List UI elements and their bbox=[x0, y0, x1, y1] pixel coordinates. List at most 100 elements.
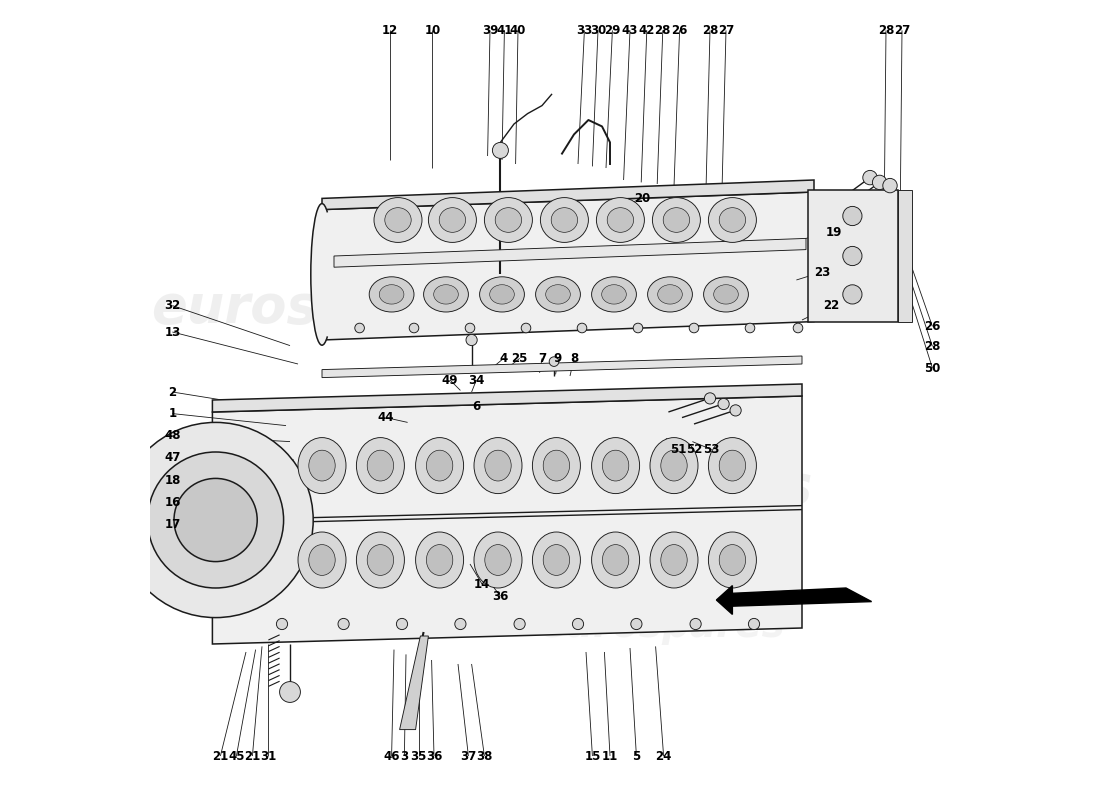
Circle shape bbox=[338, 618, 349, 630]
Circle shape bbox=[466, 334, 477, 346]
Text: 19: 19 bbox=[826, 226, 843, 238]
Text: 18: 18 bbox=[164, 474, 180, 486]
Text: 5: 5 bbox=[632, 750, 640, 762]
Text: 52: 52 bbox=[685, 443, 702, 456]
Text: 1: 1 bbox=[168, 407, 176, 420]
Ellipse shape bbox=[367, 545, 394, 575]
Ellipse shape bbox=[385, 208, 411, 232]
Ellipse shape bbox=[592, 438, 639, 494]
Ellipse shape bbox=[309, 450, 336, 481]
Text: 36: 36 bbox=[492, 590, 508, 602]
Circle shape bbox=[718, 398, 729, 410]
Text: 6: 6 bbox=[472, 400, 481, 413]
Text: 32: 32 bbox=[164, 299, 180, 312]
Text: 50: 50 bbox=[924, 362, 940, 374]
Text: 3: 3 bbox=[400, 750, 408, 762]
Ellipse shape bbox=[543, 450, 570, 481]
Circle shape bbox=[745, 323, 755, 333]
Circle shape bbox=[493, 142, 508, 158]
Circle shape bbox=[843, 206, 862, 226]
Circle shape bbox=[578, 323, 586, 333]
Ellipse shape bbox=[484, 198, 532, 242]
Ellipse shape bbox=[367, 450, 394, 481]
Text: 35: 35 bbox=[410, 750, 427, 762]
Text: 21: 21 bbox=[244, 750, 261, 762]
Ellipse shape bbox=[474, 532, 522, 588]
Ellipse shape bbox=[714, 285, 738, 304]
Text: 23: 23 bbox=[814, 266, 830, 278]
Text: 10: 10 bbox=[425, 24, 440, 37]
Circle shape bbox=[396, 618, 408, 630]
Ellipse shape bbox=[370, 277, 414, 312]
Circle shape bbox=[147, 452, 284, 588]
Ellipse shape bbox=[607, 208, 634, 232]
Polygon shape bbox=[322, 192, 814, 340]
Ellipse shape bbox=[439, 208, 465, 232]
Circle shape bbox=[549, 357, 559, 366]
Ellipse shape bbox=[433, 285, 459, 304]
Ellipse shape bbox=[603, 545, 629, 575]
Text: 31: 31 bbox=[261, 750, 276, 762]
Ellipse shape bbox=[648, 277, 692, 312]
Circle shape bbox=[704, 393, 716, 404]
Ellipse shape bbox=[661, 545, 688, 575]
Circle shape bbox=[630, 618, 642, 630]
Polygon shape bbox=[898, 190, 912, 322]
Ellipse shape bbox=[540, 198, 589, 242]
Polygon shape bbox=[716, 586, 733, 614]
Text: 11: 11 bbox=[602, 750, 618, 762]
Circle shape bbox=[355, 323, 364, 333]
Circle shape bbox=[514, 618, 525, 630]
Circle shape bbox=[465, 323, 475, 333]
Text: 8: 8 bbox=[570, 352, 579, 365]
Circle shape bbox=[276, 618, 287, 630]
Text: 38: 38 bbox=[476, 750, 493, 762]
Text: 44: 44 bbox=[377, 411, 394, 424]
Circle shape bbox=[872, 175, 887, 190]
Ellipse shape bbox=[603, 450, 629, 481]
Polygon shape bbox=[399, 636, 428, 730]
Text: eurospares: eurospares bbox=[195, 513, 441, 551]
Circle shape bbox=[883, 178, 898, 193]
Text: 36: 36 bbox=[426, 750, 442, 762]
Text: 17: 17 bbox=[164, 518, 180, 530]
Ellipse shape bbox=[416, 438, 463, 494]
Text: 45: 45 bbox=[228, 750, 244, 762]
Text: 28: 28 bbox=[702, 24, 718, 37]
Ellipse shape bbox=[427, 450, 453, 481]
Ellipse shape bbox=[424, 277, 469, 312]
Ellipse shape bbox=[532, 438, 581, 494]
Text: 43: 43 bbox=[621, 24, 638, 37]
Ellipse shape bbox=[650, 532, 699, 588]
Text: eurospares: eurospares bbox=[480, 462, 813, 514]
Text: 53: 53 bbox=[703, 443, 719, 456]
Circle shape bbox=[690, 323, 698, 333]
Text: 40: 40 bbox=[509, 24, 526, 37]
Ellipse shape bbox=[428, 198, 476, 242]
Ellipse shape bbox=[543, 545, 570, 575]
Ellipse shape bbox=[536, 277, 581, 312]
Text: 27: 27 bbox=[894, 24, 910, 37]
Text: 21: 21 bbox=[212, 750, 229, 762]
Text: 48: 48 bbox=[164, 429, 180, 442]
Text: 49: 49 bbox=[442, 374, 459, 386]
Polygon shape bbox=[726, 588, 871, 606]
Ellipse shape bbox=[596, 198, 645, 242]
Circle shape bbox=[730, 405, 741, 416]
Ellipse shape bbox=[427, 545, 453, 575]
Circle shape bbox=[634, 323, 642, 333]
Ellipse shape bbox=[708, 198, 757, 242]
Text: 47: 47 bbox=[164, 451, 180, 464]
Ellipse shape bbox=[663, 208, 690, 232]
Circle shape bbox=[690, 618, 701, 630]
Ellipse shape bbox=[298, 532, 346, 588]
Ellipse shape bbox=[719, 208, 746, 232]
Circle shape bbox=[279, 682, 300, 702]
Polygon shape bbox=[322, 356, 802, 378]
Polygon shape bbox=[334, 238, 806, 267]
Text: 14: 14 bbox=[474, 578, 491, 590]
Ellipse shape bbox=[652, 198, 701, 242]
Ellipse shape bbox=[356, 438, 405, 494]
Text: 28: 28 bbox=[654, 24, 671, 37]
Text: 26: 26 bbox=[924, 320, 940, 333]
